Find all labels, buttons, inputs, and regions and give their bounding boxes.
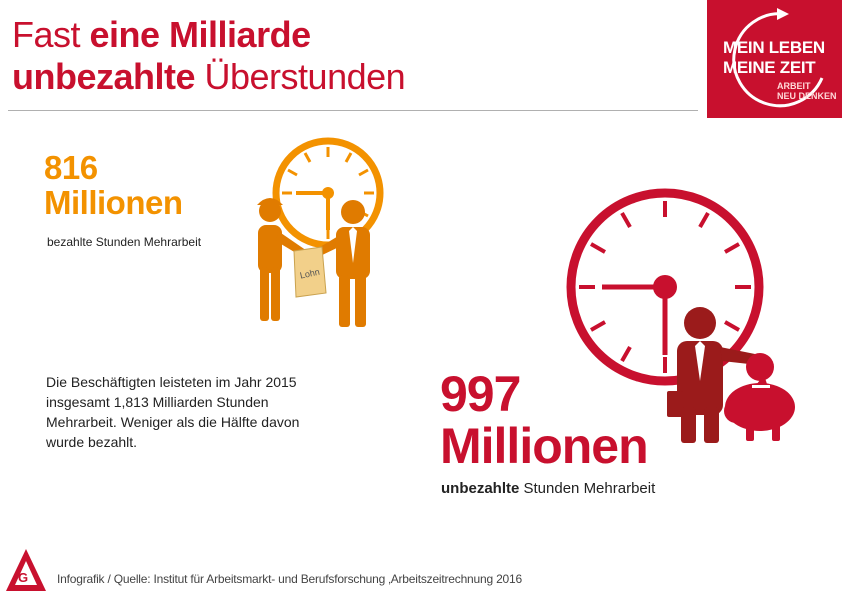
logo-sub-2: NEU DENKEN bbox=[777, 91, 837, 101]
source-footer: Infografik / Quelle: Institut für Arbeit… bbox=[57, 572, 522, 586]
title-line2-bold: unbezahlte bbox=[12, 56, 196, 97]
employee-figure-icon bbox=[667, 307, 760, 443]
title-line2-regular: Überstunden bbox=[195, 56, 406, 97]
wage-bag-label: Lohn bbox=[299, 267, 321, 281]
unpaid-hours-number: 997 bbox=[440, 366, 521, 422]
unpaid-label-regular: Stunden Mehrarbeit bbox=[519, 480, 656, 497]
svg-text:G: G bbox=[18, 570, 28, 585]
unpaid-hours-label: unbezahlte Stunden Mehrarbeit bbox=[441, 480, 655, 497]
logo-circular-arrow-icon bbox=[732, 8, 824, 108]
worker-figure-icon bbox=[257, 198, 310, 321]
title-line1-bold: eine Milliarde bbox=[89, 14, 312, 55]
wage-bag-icon: Lohn bbox=[293, 246, 327, 298]
campaign-logo: MEIN LEBEN MEINE ZEIT ARBEIT NEU DENKEN bbox=[707, 0, 842, 118]
title-divider bbox=[8, 110, 698, 111]
logo-sub-1: ARBEIT bbox=[777, 81, 811, 91]
paid-hours-stat: 816 Millionen bbox=[44, 150, 183, 220]
unpaid-hours-stat: 997 Millionen bbox=[440, 366, 649, 474]
title-line1-regular: Fast bbox=[12, 14, 90, 55]
unpaid-label-bold: unbezahlte bbox=[441, 480, 520, 497]
manager-figure-icon bbox=[310, 200, 370, 327]
paid-hours-number: 816 bbox=[44, 149, 98, 186]
piggy-bank-icon bbox=[724, 353, 795, 441]
logo-line-1: MEIN LEBEN bbox=[723, 38, 825, 57]
ig-metall-logo-icon: G bbox=[6, 549, 46, 591]
unpaid-hours-unit: Millionen bbox=[440, 418, 649, 474]
paid-hours-label: bezahlte Stunden Mehrarbeit bbox=[47, 235, 202, 249]
page-title: Fast eine Milliarde unbezahlte Überstund… bbox=[12, 14, 406, 98]
red-clock-icon bbox=[566, 188, 764, 386]
unpaid-overtime-illustration bbox=[566, 188, 795, 443]
paid-hours-unit: Millionen bbox=[44, 184, 183, 221]
description-text: Die Beschäftigten leisteten im Jahr 2015… bbox=[46, 374, 300, 450]
paid-overtime-illustration: Lohn bbox=[257, 137, 384, 327]
logo-line-2: MEINE ZEIT bbox=[723, 58, 816, 77]
